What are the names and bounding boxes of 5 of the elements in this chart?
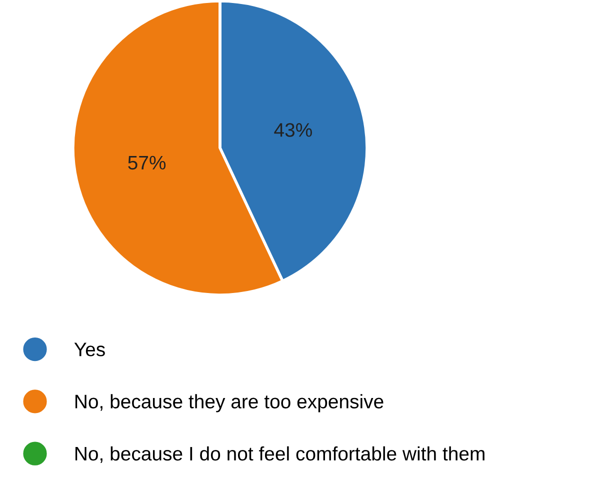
data-label: 57%: [128, 156, 166, 170]
legend-label: No, because I do not feel comfortable with them: [75, 446, 484, 463]
legend-label: Yes: [74, 342, 105, 356]
data-label: 43%: [274, 123, 312, 137]
legend-label: No, because they are too expensive: [75, 394, 384, 412]
